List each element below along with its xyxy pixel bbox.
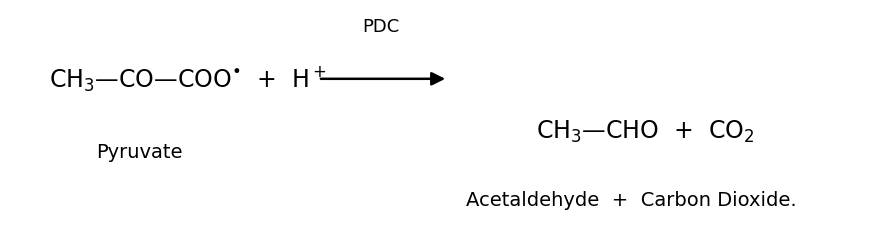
Text: CH$_3$—CHO  +  CO$_2$: CH$_3$—CHO + CO$_2$ bbox=[536, 119, 754, 145]
Text: CH$_3$—CO—COO$^{•}$  +  H$^+$: CH$_3$—CO—COO$^{•}$ + H$^+$ bbox=[49, 65, 327, 94]
Text: Pyruvate: Pyruvate bbox=[96, 143, 182, 162]
Text: PDC: PDC bbox=[362, 18, 400, 36]
Text: Acetaldehyde  +  Carbon Dioxide.: Acetaldehyde + Carbon Dioxide. bbox=[466, 190, 797, 209]
